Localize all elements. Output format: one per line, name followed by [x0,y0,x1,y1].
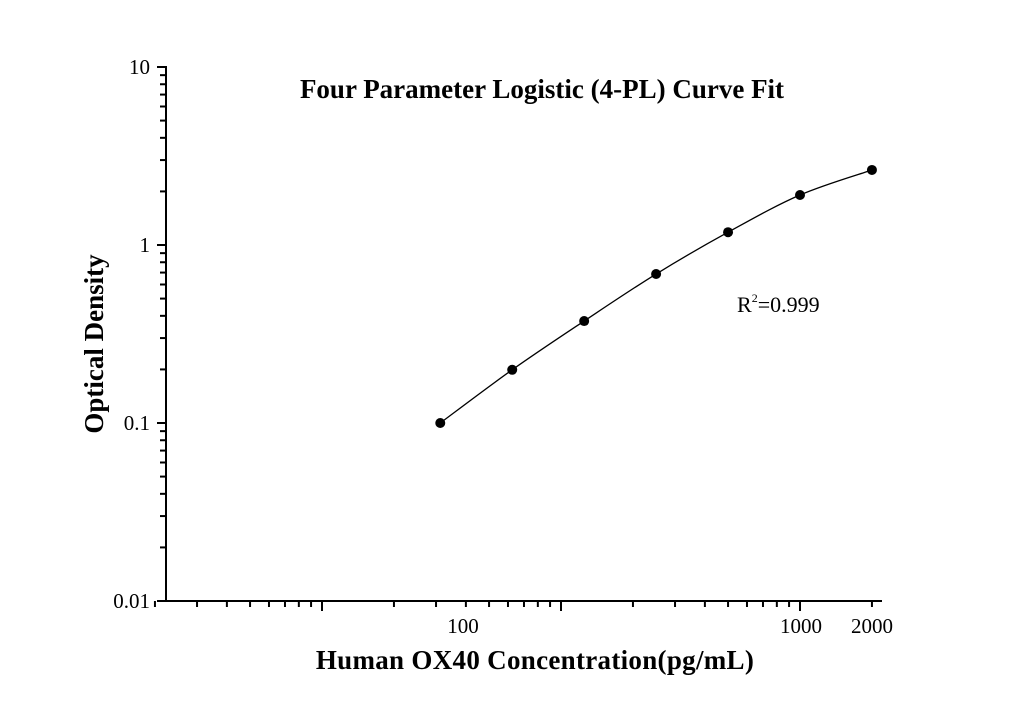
data-point [579,316,590,327]
y-ticks [157,66,166,602]
y-tick-label-10: 10 [129,55,150,79]
data-point [866,164,877,175]
data-points [435,164,877,428]
r2-base: R [737,292,752,317]
r-squared-annotation: R2=0.999 [737,290,820,318]
data-point [651,269,662,280]
data-point [507,364,518,375]
x-ticks [153,601,873,611]
axes [157,66,882,602]
y-tick-label-0.1: 0.1 [123,411,150,435]
x-axis-label: Human OX40 Concentration(pg/mL) [315,645,755,675]
data-point [435,418,446,428]
x-tick-label-1000: 1000 [780,614,822,638]
r2-value: =0.999 [757,292,820,317]
x-tick-label-2000: 2000 [851,614,893,638]
y-tick-label-1: 1 [139,233,151,257]
y-tick-label-0.01: 0.01 [113,589,150,613]
data-point [795,189,805,200]
r2-superscript: 2 [751,290,758,305]
data-point [723,227,734,238]
chart-title: Four Parameter Logistic (4-PL) Curve Fit [299,74,785,104]
x-tick-label-100: 100 [447,614,479,638]
